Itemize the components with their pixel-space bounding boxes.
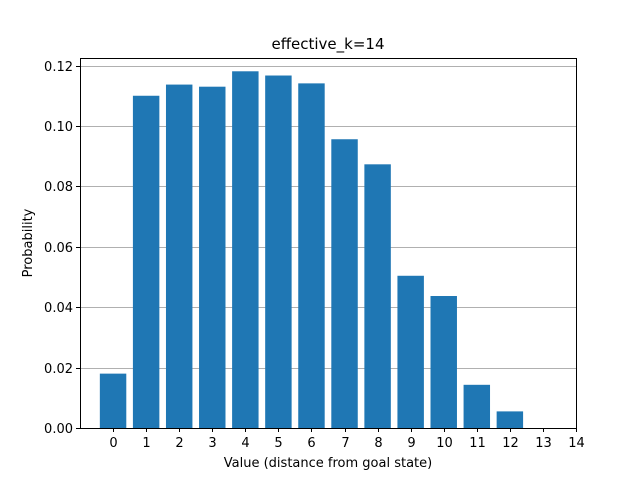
x-tick-label: 9 bbox=[407, 436, 415, 451]
bar-9 bbox=[397, 275, 424, 428]
x-axis-label: Value (distance from goal state) bbox=[224, 456, 432, 471]
x-tick-label: 7 bbox=[341, 436, 349, 451]
x-tick-label: 10 bbox=[436, 436, 453, 451]
x-tick-label: 4 bbox=[241, 436, 249, 451]
x-tick-label: 5 bbox=[274, 436, 282, 451]
y-axis-label: Probability bbox=[21, 208, 36, 277]
plot-frame bbox=[80, 58, 577, 429]
bar-3 bbox=[199, 86, 226, 428]
bar-5 bbox=[265, 75, 292, 428]
x-tick-label: 14 bbox=[568, 436, 585, 451]
bars bbox=[99, 71, 524, 429]
y-tick-label: 0.06 bbox=[44, 241, 73, 256]
y-tick-label: 0.02 bbox=[44, 362, 73, 377]
x-tick-label: 6 bbox=[307, 436, 315, 451]
bar-2 bbox=[165, 84, 193, 428]
bar-10 bbox=[430, 296, 457, 428]
chart-title: effective_k=14 bbox=[271, 35, 384, 54]
bar-7 bbox=[331, 139, 358, 429]
x-tick-label: 1 bbox=[142, 436, 150, 451]
x-tick-label: 8 bbox=[374, 436, 382, 451]
x-axis-ticks: 0 1 2 3 4 5 6 7 8 9 10 11 12 13 14 bbox=[109, 428, 585, 451]
x-tick-label: 2 bbox=[175, 436, 183, 451]
y-tick-label: 0.10 bbox=[44, 120, 73, 135]
x-tick-label: 11 bbox=[469, 436, 486, 451]
bar-4 bbox=[232, 71, 259, 428]
x-tick-label: 12 bbox=[502, 436, 519, 451]
y-tick-label: 0.00 bbox=[44, 422, 73, 437]
y-tick-label: 0.12 bbox=[44, 60, 73, 75]
y-tick-label: 0.08 bbox=[44, 180, 73, 195]
bar-6 bbox=[298, 83, 325, 428]
x-tick-label: 3 bbox=[208, 436, 216, 451]
bar-12 bbox=[496, 411, 524, 428]
x-tick-label: 0 bbox=[109, 436, 117, 451]
y-tick-label: 0.04 bbox=[44, 301, 73, 316]
bar-0 bbox=[99, 373, 127, 428]
bar-8 bbox=[364, 164, 391, 429]
bar-11 bbox=[463, 384, 491, 428]
x-tick-label: 13 bbox=[535, 436, 552, 451]
y-axis-ticks: 0.00 0.02 0.04 0.06 0.08 0.10 0.12 bbox=[44, 60, 80, 437]
bar-1 bbox=[132, 95, 160, 429]
